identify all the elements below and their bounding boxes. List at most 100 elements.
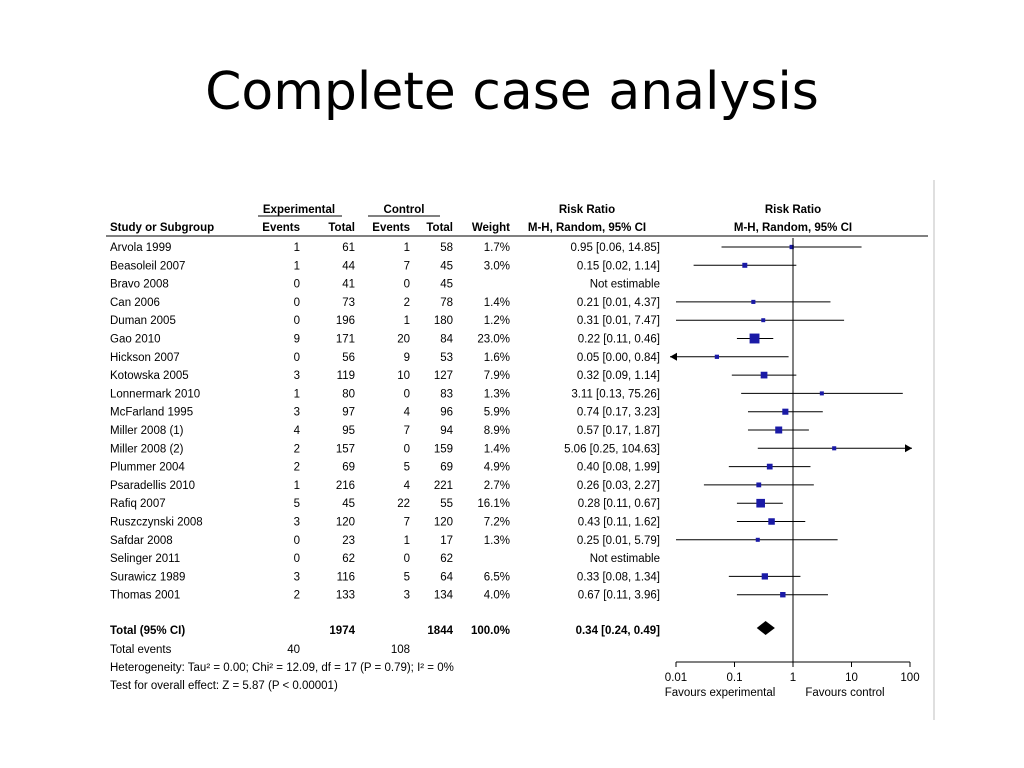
point-estimate	[775, 426, 783, 434]
weight: 1.7%	[484, 242, 510, 254]
ctl-events: 4	[404, 480, 411, 492]
weight: 5.9%	[484, 407, 510, 419]
ci-text: 0.32 [0.09, 1.14]	[577, 370, 660, 382]
col-ctl-total: Total	[426, 222, 453, 234]
exp-events: 3	[294, 370, 300, 382]
ctl-total: 64	[440, 571, 453, 583]
total-events-ctl: 108	[391, 644, 410, 656]
exp-total: 69	[342, 462, 355, 474]
study-row: Surawicz 1989 3 116 5 64 6.5% 0.33 [0.08, 1.34…	[110, 571, 801, 583]
favours-control-label: Favours control	[805, 687, 884, 699]
study-name: Hickson 2007	[110, 352, 180, 364]
x-tick-label: 100	[900, 672, 919, 684]
point-estimate	[760, 371, 768, 379]
study-row: Rafiq 2007 5 45 22 55 16.1% 0.28 [0.11, 0.67]	[110, 498, 783, 510]
col-exp-events: Events	[262, 222, 300, 234]
ctl-events: 7	[404, 517, 410, 529]
study-name: Arvola 1999	[110, 242, 171, 254]
study-name: McFarland 1995	[110, 407, 193, 419]
ci-arrow-left	[670, 352, 677, 361]
ctl-events: 5	[404, 571, 410, 583]
exp-total: 41	[342, 279, 355, 291]
study-row: Selinger 2011 0 62 0 62 Not estimable	[110, 553, 660, 565]
point-estimate	[768, 518, 775, 525]
ctl-total: 180	[434, 315, 453, 327]
study-row: Miller 2008 (1) 4 95 7 94 8.9% 0.57 [0.17, 1.8…	[110, 425, 809, 437]
study-row: Beasoleil 2007 1 44 7 45 3.0% 0.15 [0.02, 1.14…	[110, 260, 797, 272]
point-estimate	[832, 446, 837, 451]
x-tick-label: 0.1	[727, 672, 743, 684]
study-name: Kotowska 2005	[110, 370, 189, 382]
weight: 8.9%	[484, 425, 510, 437]
exp-total: 216	[336, 480, 355, 492]
ci-text: 0.95 [0.06, 14.85]	[570, 242, 660, 254]
ctl-events: 4	[404, 407, 411, 419]
ci-text: 0.31 [0.01, 7.47]	[577, 315, 660, 327]
study-row: Can 2006 0 73 2 78 1.4% 0.21 [0.01, 4.37]	[110, 297, 831, 309]
ci-text: 0.15 [0.02, 1.14]	[577, 260, 660, 272]
exp-total: 157	[336, 443, 355, 455]
ctl-total: 84	[440, 334, 453, 346]
ci-text: 0.05 [0.00, 0.84]	[577, 352, 660, 364]
weight: 1.4%	[484, 297, 510, 309]
ci-text: 3.11 [0.13, 75.26]	[571, 388, 660, 400]
ctl-total: 159	[434, 443, 453, 455]
weight: 3.0%	[484, 260, 510, 272]
weight: 4.0%	[484, 590, 510, 602]
ctl-total: 127	[434, 370, 453, 382]
overall-effect-text: Test for overall effect: Z = 5.87 (P < 0…	[110, 680, 338, 692]
exp-total: 196	[336, 315, 355, 327]
study-name: Duman 2005	[110, 315, 176, 327]
exp-total: 97	[342, 407, 355, 419]
point-estimate	[756, 498, 765, 508]
x-tick-label: 1	[790, 672, 796, 684]
ci-text: 0.43 [0.11, 1.62]	[578, 517, 660, 529]
exp-total: 23	[342, 535, 355, 547]
point-estimate	[766, 463, 773, 470]
ctl-total: 58	[440, 242, 453, 254]
point-estimate	[751, 299, 756, 304]
point-estimate	[749, 333, 760, 344]
col-weight: Weight	[472, 222, 510, 234]
exp-total: 80	[342, 388, 355, 400]
exp-events: 2	[294, 443, 300, 455]
study-row: Lonnermark 2010 1 80 0 83 1.3% 3.11 [0.13, 75.…	[110, 388, 903, 400]
ci-text: 0.28 [0.11, 0.67]	[578, 498, 660, 510]
exp-events: 0	[294, 279, 300, 291]
ci-text: 0.40 [0.08, 1.99]	[577, 462, 660, 474]
ctl-events: 20	[397, 334, 410, 346]
point-estimate	[761, 318, 766, 323]
weight: 7.9%	[484, 370, 510, 382]
exp-events: 1	[294, 388, 300, 400]
study-rows: Arvola 1999 1 61 1 58 1.7% 0.95 [0.06, 14.85] B…	[110, 242, 912, 602]
total-events-exp: 40	[287, 644, 300, 656]
ctl-events: 0	[404, 443, 410, 455]
study-name: Miller 2008 (1)	[110, 425, 184, 437]
study-name: Plummer 2004	[110, 462, 185, 474]
total-label: Total (95% CI)	[110, 625, 185, 637]
ctl-total: 78	[440, 297, 453, 309]
ctl-total: 55	[440, 498, 453, 510]
favours-experimental-label: Favours experimental	[665, 687, 776, 699]
study-name: Surawicz 1989	[110, 571, 185, 583]
header-risk-ratio-text: Risk Ratio	[559, 204, 615, 216]
ci-text: 0.22 [0.11, 0.46]	[578, 334, 660, 346]
ctl-events: 10	[397, 370, 410, 382]
exp-events: 4	[294, 425, 301, 437]
x-axis-ticks: 0.01 0.1 1 10 100	[665, 662, 920, 684]
study-name: Miller 2008 (2)	[110, 443, 184, 455]
total-ci-text: 0.34 [0.24, 0.49]	[576, 625, 661, 637]
ctl-events: 0	[404, 279, 410, 291]
point-estimate	[819, 391, 824, 396]
exp-total: 133	[336, 590, 355, 602]
point-estimate	[782, 408, 789, 415]
x-tick-label: 0.01	[665, 672, 687, 684]
exp-events: 0	[294, 315, 300, 327]
exp-events: 3	[294, 571, 300, 583]
weight: 1.6%	[484, 352, 510, 364]
exp-events: 2	[294, 462, 300, 474]
header-control: Control	[384, 204, 425, 216]
ctl-events: 7	[404, 260, 410, 272]
exp-events: 9	[294, 334, 300, 346]
study-row: Thomas 2001 2 133 3 134 4.0% 0.67 [0.11, 3.96]	[110, 590, 828, 602]
